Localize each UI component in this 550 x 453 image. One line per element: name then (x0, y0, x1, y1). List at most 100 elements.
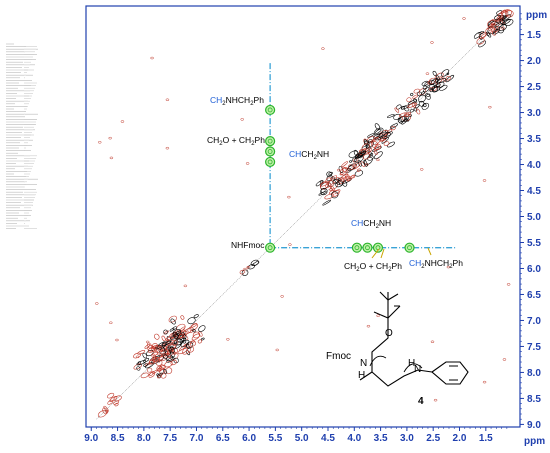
crosspeak-core (267, 245, 273, 251)
crosspeak-core (407, 245, 412, 251)
contour (172, 350, 176, 355)
contour (334, 189, 341, 195)
crosspeak (265, 156, 276, 168)
pointer-ch2o (380, 248, 385, 259)
struct-n1: N (360, 358, 367, 369)
contour (247, 264, 255, 270)
contour (103, 405, 109, 412)
contour (190, 340, 196, 347)
contour (425, 93, 431, 100)
contour-noise (183, 284, 188, 288)
struct-fmoc: Fmoc (326, 351, 351, 362)
y-tick-label: 1.5 (527, 30, 541, 41)
contour (324, 193, 335, 200)
contour (152, 369, 158, 374)
pointer-ch2o-b (371, 248, 380, 259)
contour-noise (280, 295, 284, 298)
contour-noise (135, 355, 140, 359)
contour (357, 160, 362, 167)
contour-noise (120, 120, 125, 123)
contour (161, 340, 171, 346)
contour (338, 166, 344, 173)
y-tick-label: 5.5 (527, 238, 541, 249)
contour (107, 399, 114, 405)
contour (157, 342, 166, 350)
contour (158, 345, 163, 352)
contour (476, 37, 485, 45)
contour-noise (433, 398, 438, 402)
crosspeak-core (267, 149, 273, 154)
contour (347, 165, 355, 171)
label-ch2o-ch2ph-left: CH2O + CH2Ph (207, 135, 265, 147)
y-tick-label: 8.5 (527, 394, 541, 405)
y-tick-label: 7.5 (527, 342, 541, 353)
acquisition-parameters (6, 43, 38, 229)
contour (367, 133, 375, 138)
contour (374, 143, 382, 150)
x-tick-label: 6.5 (216, 433, 230, 444)
contour (436, 81, 445, 89)
contour (331, 189, 340, 197)
contour-noise (336, 168, 341, 172)
contour (366, 148, 373, 154)
contour-noise (430, 41, 434, 44)
contour (161, 335, 166, 342)
x-unit: ppm (524, 436, 545, 447)
crosspeak (265, 146, 276, 157)
contour-noise (366, 324, 371, 328)
contour (403, 106, 409, 112)
x-tick-label: 2.0 (453, 433, 467, 444)
crosspeak (265, 136, 276, 147)
x-tick-label: 5.0 (295, 433, 309, 444)
contour-noise (243, 267, 247, 271)
contour (170, 351, 175, 357)
y-tick-label: 2.5 (527, 82, 541, 93)
contour (179, 337, 186, 343)
contour-noise (446, 265, 451, 269)
contour-noise (240, 118, 244, 121)
label-chch2nh-left: CHCH2NH (289, 149, 329, 161)
contour (158, 365, 166, 371)
x-tick-label: 6.0 (242, 433, 256, 444)
label-chch2nh-top: CHCH2NH (351, 218, 391, 230)
contour (345, 176, 352, 182)
x-tick-label: 4.5 (321, 433, 335, 444)
contour-noise (425, 72, 430, 75)
contour (189, 323, 199, 331)
contour (197, 339, 202, 344)
contour (173, 357, 179, 364)
contour (354, 170, 364, 177)
contour (423, 87, 430, 93)
crosspeak-core (267, 138, 273, 144)
contour (170, 359, 177, 366)
contour-noise (376, 158, 380, 162)
struct-h1: H (358, 370, 365, 381)
contour (401, 119, 408, 125)
x-tick-label: 7.0 (190, 433, 204, 444)
contour (325, 177, 332, 183)
contour (322, 199, 332, 206)
contour (136, 360, 147, 366)
contour (319, 182, 329, 190)
contour (319, 180, 329, 187)
contour-noise (245, 162, 250, 165)
contour-noise (97, 141, 102, 144)
contour-noise (150, 56, 154, 60)
contour (320, 187, 328, 196)
crosspeak (372, 242, 384, 253)
contour (326, 171, 332, 177)
contour (152, 351, 158, 356)
contour (415, 108, 421, 115)
contour (495, 23, 500, 28)
contour (374, 145, 380, 151)
y-tick-label: 4.5 (527, 186, 541, 197)
contour (383, 141, 390, 146)
contour (433, 83, 441, 88)
contour (172, 332, 179, 339)
x-tick-label: 1.5 (479, 433, 493, 444)
contour (105, 409, 109, 413)
y-tick-label: 2.0 (527, 56, 541, 67)
contour (384, 129, 393, 136)
contour (407, 99, 417, 105)
